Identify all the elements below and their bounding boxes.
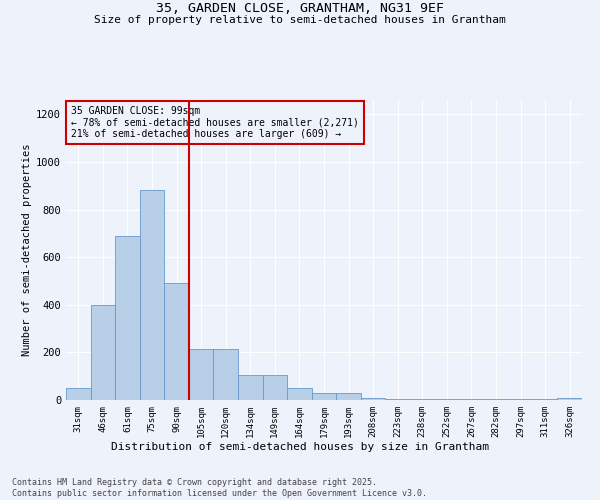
Bar (115, 236, 140, 400)
Bar (336, 393, 361, 400)
Bar (238, 375, 263, 400)
Y-axis label: Number of semi-detached properties: Number of semi-detached properties (22, 144, 32, 356)
Bar (312, 393, 336, 400)
Bar (557, 398, 582, 400)
Bar (140, 190, 164, 400)
Text: Contains HM Land Registry data © Crown copyright and database right 2025.
Contai: Contains HM Land Registry data © Crown c… (12, 478, 427, 498)
Bar (91, 305, 115, 400)
Bar (189, 349, 214, 400)
Text: 35 GARDEN CLOSE: 99sqm
← 78% of semi-detached houses are smaller (2,271)
21% of : 35 GARDEN CLOSE: 99sqm ← 78% of semi-det… (71, 106, 359, 139)
Bar (361, 398, 385, 400)
Bar (66, 388, 91, 400)
Bar (263, 375, 287, 400)
Bar (214, 349, 238, 400)
Text: Size of property relative to semi-detached houses in Grantham: Size of property relative to semi-detach… (94, 15, 506, 25)
Bar (164, 284, 189, 400)
Text: Distribution of semi-detached houses by size in Grantham: Distribution of semi-detached houses by … (111, 442, 489, 452)
Bar (385, 399, 410, 400)
Bar (287, 388, 312, 400)
Bar (410, 399, 434, 400)
Text: 35, GARDEN CLOSE, GRANTHAM, NG31 9EF: 35, GARDEN CLOSE, GRANTHAM, NG31 9EF (156, 2, 444, 16)
